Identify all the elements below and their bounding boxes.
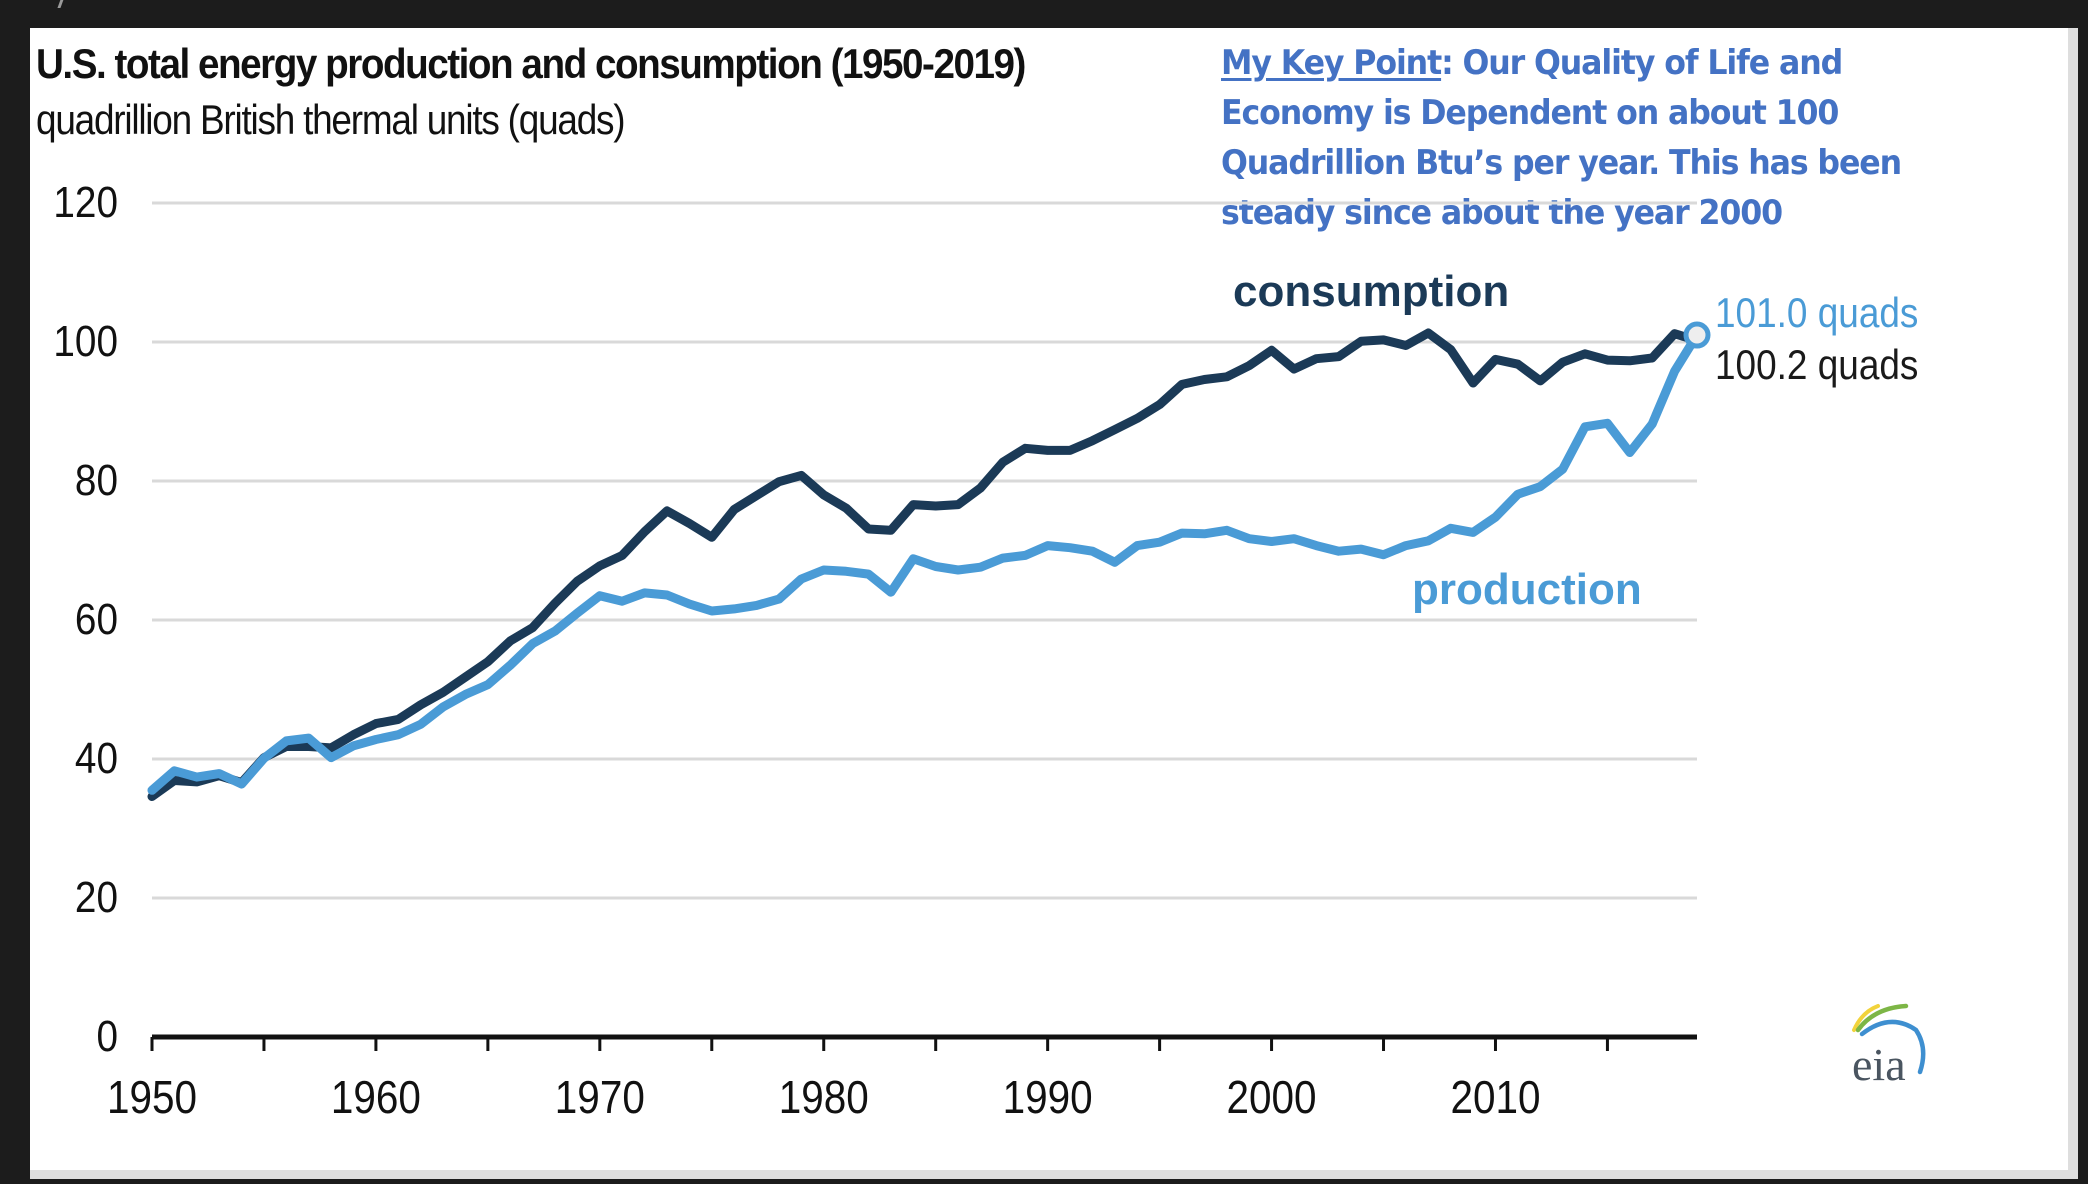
eia-logo-text: eia: [1852, 1039, 1906, 1090]
y-tick-label: 40: [75, 733, 118, 783]
x-tick-label: 2010: [1450, 1073, 1540, 1124]
y-axis-labels: 0 20 40 60 80 100 120: [53, 177, 118, 1061]
y-tick-label: 0: [96, 1011, 118, 1061]
x-tick-label: 1990: [1003, 1073, 1093, 1124]
key-point-lead: My Key Point: [1221, 43, 1442, 83]
production-end-marker: [1683, 321, 1711, 349]
chart-title: U.S. total energy production and consump…: [36, 40, 1026, 87]
series-line-production: [147, 330, 1702, 795]
x-tick-label: 1950: [107, 1073, 197, 1124]
series-line-consumption: [147, 328, 1702, 801]
series-labels: consumption production 101.0 quads 100.2 qu…: [1233, 267, 1918, 614]
y-tick-label: 100: [53, 316, 118, 366]
key-point-text: : Our Quality of Life and Economy is Dep…: [1221, 43, 1902, 233]
x-tick-label: 1970: [555, 1073, 645, 1124]
x-tick-label: 1960: [331, 1073, 421, 1124]
x-tick-label: 1980: [779, 1073, 869, 1124]
eia-logo-icon: eia: [1852, 1003, 1926, 1090]
y-tick-label: 60: [75, 594, 118, 644]
x-tick-label: 2000: [1227, 1073, 1317, 1124]
production-label: production: [1412, 565, 1642, 614]
x-axis: 1950 1960 1970 1980 1990 2000 2010: [107, 1034, 1697, 1124]
chart-subtitle: quadrillion British thermal units (quads…: [36, 96, 626, 143]
consumption-label: consumption: [1233, 267, 1509, 316]
y-tick-label: 120: [53, 177, 118, 227]
key-point-annotation: My Key Point: Our Quality of Life and Ec…: [1221, 38, 2002, 238]
y-tick-label: 80: [75, 455, 118, 505]
chart-panel: [30, 28, 2068, 1170]
consumption-end-value: 100.2 quads: [1715, 342, 1918, 389]
production-end-value: 101.0 quads: [1715, 290, 1918, 337]
gridlines: [152, 201, 1697, 900]
y-tick-label: 20: [75, 872, 118, 922]
series-lines: [147, 321, 1711, 801]
